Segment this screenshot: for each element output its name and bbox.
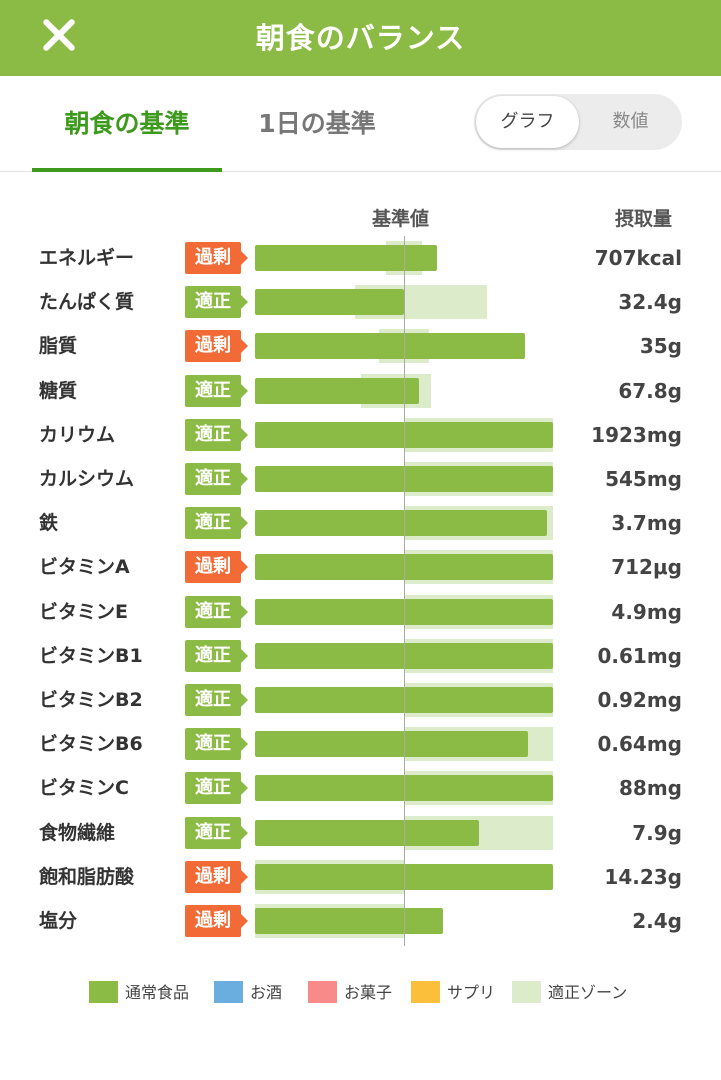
table-row: たんぱく質 適正 32.4g xyxy=(0,280,721,324)
status-badge: 適正 xyxy=(185,418,248,451)
nutrient-label: ビタミンC xyxy=(39,777,129,800)
intake-value: 4.9mg xyxy=(611,599,682,624)
status-badge: 過剰 xyxy=(185,242,248,274)
header-bar: 朝食のバランス xyxy=(0,0,721,76)
legend-swatch xyxy=(411,981,440,1003)
status-badge: 適正 xyxy=(185,816,248,849)
intake-bar xyxy=(255,819,479,846)
tab-breakfast-standard[interactable]: 朝食の基準 xyxy=(32,76,222,172)
table-row: ビタミンB2 適正 0.92mg xyxy=(0,678,721,722)
legend-label: お酒 xyxy=(250,983,283,1002)
intake-value: 712μg xyxy=(611,555,682,580)
table-row: エネルギー 過剰 707kcal xyxy=(0,236,721,280)
nutrient-label: 糖質 xyxy=(39,379,78,402)
reference-line xyxy=(404,236,405,946)
legend-swatch xyxy=(214,981,243,1003)
intake-value: 0.61mg xyxy=(597,643,682,668)
view-toggle[interactable]: グラフ 数値 xyxy=(474,94,682,150)
status-badge: 適正 xyxy=(185,728,248,761)
nutrient-label: 塩分 xyxy=(39,910,78,932)
status-badge: 適正 xyxy=(185,595,248,628)
table-row: ビタミンB6 適正 0.64mg xyxy=(0,722,721,766)
nutrient-label: カルシウム xyxy=(39,468,135,490)
table-row: 飽和脂肪酸 過剰 14.23g xyxy=(0,855,721,899)
toggle-graph-option[interactable]: グラフ xyxy=(476,96,579,148)
nutrient-label: 鉄 xyxy=(39,512,59,535)
nutrient-label: 飽和脂肪酸 xyxy=(39,865,135,888)
intake-bar xyxy=(255,245,437,271)
legend-label: 適正ゾーン xyxy=(548,983,628,1002)
intake-value: 3.7mg xyxy=(611,511,682,536)
table-row: カリウム 適正 1923mg xyxy=(0,413,721,457)
intake-bar xyxy=(255,908,443,934)
reference-column-header: 基準値 xyxy=(372,208,430,230)
legend-label: 通常食品 xyxy=(125,983,190,1002)
status-badge: 適正 xyxy=(185,772,248,805)
status-badge: 過剰 xyxy=(185,330,248,363)
intake-bar xyxy=(255,731,528,758)
nutrient-label: ビタミンB6 xyxy=(39,733,143,756)
intake-value: 1923mg xyxy=(591,422,682,447)
status-badge: 適正 xyxy=(185,684,248,716)
intake-value: 2.4g xyxy=(632,909,682,933)
legend-item: 適正ゾーン xyxy=(512,978,627,1008)
nutrient-label: たんぱく質 xyxy=(39,291,135,314)
legend-item: 通常食品 xyxy=(89,978,189,1008)
status-badge: 過剰 xyxy=(185,551,248,584)
status-badge: 適正 xyxy=(185,463,248,495)
intake-value: 545mg xyxy=(605,467,682,491)
nutrient-label: 食物繊維 xyxy=(39,821,116,844)
table-row: 鉄 適正 3.7mg xyxy=(0,501,721,545)
intake-value: 7.9g xyxy=(632,820,682,845)
table-row: ビタミンE 適正 4.9mg xyxy=(0,590,721,634)
legend-label: お菓子 xyxy=(344,983,393,1002)
toggle-numbers-option[interactable]: 数値 xyxy=(612,111,649,132)
nutrient-label: カリウム xyxy=(39,423,116,446)
page-title: 朝食のバランス xyxy=(255,21,466,55)
intake-bar xyxy=(255,377,419,404)
table-row: カルシウム 適正 545mg xyxy=(0,457,721,501)
intake-value: 88mg xyxy=(619,776,682,801)
intake-value: 35g xyxy=(639,334,682,359)
tab-daily-standard[interactable]: 1日の基準 xyxy=(258,109,376,138)
legend-swatch xyxy=(308,981,337,1003)
legend-item: お菓子 xyxy=(308,978,392,1008)
legend-item: お酒 xyxy=(214,978,282,1008)
legend-swatch xyxy=(89,981,118,1003)
table-row: 糖質 適正 67.8g xyxy=(0,369,721,413)
table-row: 脂質 過剰 35g xyxy=(0,324,721,368)
intake-value: 0.64mg xyxy=(597,732,682,757)
nutrient-label: 脂質 xyxy=(39,335,78,358)
intake-value: 0.92mg xyxy=(597,688,682,712)
nutrient-label: ビタミンE xyxy=(39,600,128,623)
table-row: ビタミンB1 適正 0.61mg xyxy=(0,634,721,678)
status-badge: 適正 xyxy=(185,639,248,672)
table-row: ビタミンA 過剰 712μg xyxy=(0,545,721,589)
nutrient-label: ビタミンA xyxy=(39,556,130,579)
status-badge: 過剰 xyxy=(185,905,248,937)
nutrient-label: ビタミンB2 xyxy=(39,689,143,711)
intake-value: 67.8g xyxy=(618,378,682,403)
intake-value: 14.23g xyxy=(604,864,682,889)
nutrient-label: エネルギー xyxy=(39,247,135,269)
legend-swatch xyxy=(512,981,541,1003)
intake-value: 32.4g xyxy=(618,290,682,315)
legend-item: サプリ xyxy=(411,978,495,1008)
status-badge: 適正 xyxy=(185,507,248,540)
intake-value: 707kcal xyxy=(594,246,682,270)
legend-label: サプリ xyxy=(447,983,496,1002)
table-row: 塩分 過剰 2.4g xyxy=(0,899,721,943)
status-badge: 適正 xyxy=(185,286,248,319)
intake-bar xyxy=(255,510,548,537)
intake-bar xyxy=(255,333,525,360)
status-badge: 過剰 xyxy=(185,860,248,893)
intake-column-header: 摂取量 xyxy=(615,208,673,230)
table-row: ビタミンC 適正 88mg xyxy=(0,766,721,810)
tab-bar: 朝食の基準 1日の基準 グラフ 数値 xyxy=(0,76,721,172)
status-badge: 適正 xyxy=(185,374,248,407)
nutrient-label: ビタミンB1 xyxy=(39,644,143,667)
intake-bar xyxy=(255,289,404,316)
table-row: 食物繊維 適正 7.9g xyxy=(0,811,721,855)
legend: 通常食品 お酒 お菓子 サプリ 適正ゾーン xyxy=(0,978,721,1008)
